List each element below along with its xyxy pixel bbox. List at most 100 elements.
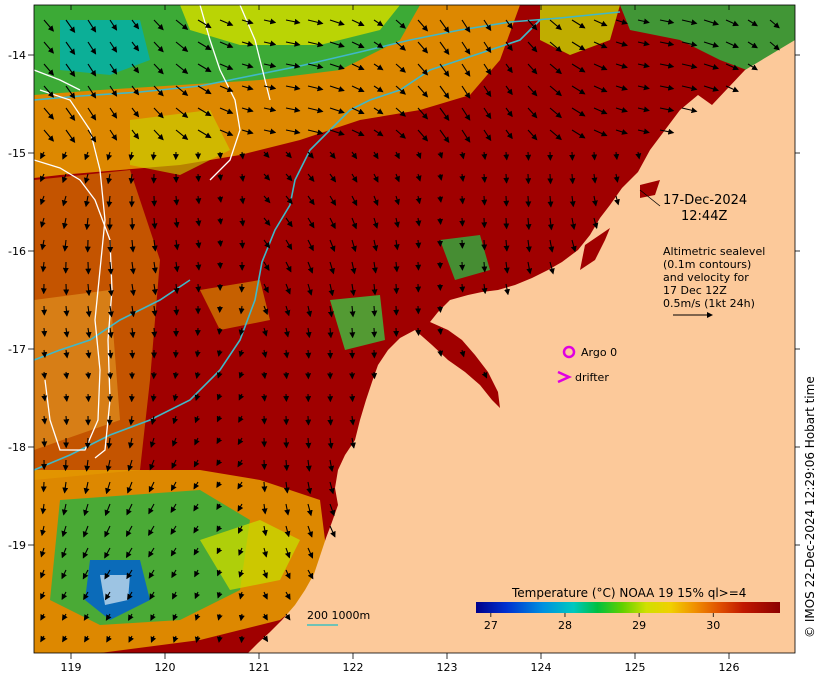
lon-tick-label: 119 xyxy=(61,661,82,674)
velocity-arrow xyxy=(40,503,47,515)
velocity-arrow xyxy=(351,19,365,27)
velocity-arrow xyxy=(175,107,189,118)
velocity-arrow xyxy=(439,63,450,77)
velocity-arrow xyxy=(285,62,301,69)
velocity-arrow xyxy=(285,151,292,159)
velocity-arrow xyxy=(393,283,400,295)
velocity-arrow xyxy=(393,239,400,251)
velocity-arrow xyxy=(131,85,140,96)
velocity-arrow xyxy=(263,261,270,271)
velocity-arrow xyxy=(216,591,223,599)
velocity-arrow xyxy=(237,503,244,512)
velocity-arrow xyxy=(241,84,254,91)
velocity-arrow xyxy=(40,591,46,600)
velocity-arrow xyxy=(170,503,177,514)
velocity-arrow xyxy=(526,261,533,275)
velocity-arrow xyxy=(417,129,429,142)
lat-tick-label: -16 xyxy=(8,245,26,258)
velocity-arrow xyxy=(637,40,650,47)
velocity-arrow xyxy=(306,481,313,495)
velocity-arrow xyxy=(349,437,356,449)
velocity-arrow xyxy=(328,459,335,472)
velocity-arrow xyxy=(216,415,223,423)
velocity-arrow xyxy=(107,371,114,380)
velocity-arrow xyxy=(62,459,69,472)
velocity-arrow xyxy=(481,239,488,251)
velocity-arrow xyxy=(216,525,223,533)
velocity-arrow xyxy=(239,195,246,205)
velocity-arrow xyxy=(131,19,140,30)
velocity-arrow xyxy=(505,41,513,52)
velocity-arrow xyxy=(483,129,492,142)
velocity-arrow xyxy=(171,569,177,579)
velocity-arrow xyxy=(172,371,179,380)
velocity-arrow xyxy=(437,327,444,335)
velocity-arrow xyxy=(527,85,538,97)
velocity-arrow xyxy=(263,239,271,249)
lat-tick-label: -18 xyxy=(8,441,26,454)
velocity-arrow xyxy=(197,63,212,73)
velocity-arrow xyxy=(525,217,532,231)
velocity-arrow xyxy=(481,173,488,183)
velocity-arrow xyxy=(461,41,471,55)
velocity-arrow xyxy=(131,107,140,118)
velocity-arrow xyxy=(703,19,720,26)
velocity-arrow xyxy=(329,195,337,206)
velocity-arrow xyxy=(395,129,406,139)
velocity-arrow xyxy=(82,547,89,559)
velocity-arrow xyxy=(285,173,293,182)
velocity-arrow xyxy=(263,217,271,226)
velocity-arrow xyxy=(40,173,46,183)
velocity-arrow xyxy=(351,239,357,253)
velocity-arrow xyxy=(263,62,277,69)
velocity-arrow xyxy=(659,18,675,25)
velocity-arrow xyxy=(439,129,450,143)
velocity-arrow xyxy=(62,481,69,494)
velocity-arrow xyxy=(237,525,244,534)
velocity-arrow xyxy=(372,195,379,206)
velocity-arrow xyxy=(172,635,179,643)
velocity-arrow xyxy=(459,173,466,182)
velocity-arrow xyxy=(549,129,562,141)
velocity-arrow xyxy=(329,261,335,275)
lon-tick-label: 120 xyxy=(155,661,176,674)
velocity-arrow xyxy=(109,41,118,53)
velocity-arrow xyxy=(417,85,429,98)
velocity-arrow xyxy=(329,19,345,26)
velocity-arrow xyxy=(151,327,158,338)
velocity-arrow xyxy=(547,217,554,231)
velocity-arrow xyxy=(173,217,180,229)
velocity-arrow xyxy=(194,349,201,358)
velocity-arrow xyxy=(747,41,758,49)
credit-label: © IMOS 22-Dec-2024 12:29:06 Hobart time xyxy=(803,376,817,638)
velocity-arrow xyxy=(307,151,314,159)
annotation-line-1: Altimetric sealevel xyxy=(663,245,765,258)
velocity-arrow xyxy=(263,40,277,47)
velocity-arrow xyxy=(415,151,422,160)
velocity-arrow xyxy=(725,85,739,93)
velocity-arrow xyxy=(41,393,48,402)
velocity-arrow xyxy=(63,371,70,380)
velocity-arrow xyxy=(262,327,268,337)
velocity-arrow xyxy=(171,481,177,492)
velocity-arrow xyxy=(614,195,620,206)
velocity-arrow xyxy=(637,18,650,25)
velocity-arrow xyxy=(263,195,271,204)
velocity-arrow xyxy=(394,173,400,183)
velocity-arrow xyxy=(681,107,698,114)
velocity-arrow xyxy=(504,283,510,296)
velocity-arrow xyxy=(109,63,118,75)
velocity-arrow xyxy=(107,261,114,275)
velocity-arrow xyxy=(284,613,291,621)
velocity-arrow xyxy=(703,41,720,48)
velocity-arrow xyxy=(284,525,291,538)
velocity-arrow xyxy=(459,195,466,205)
velocity-arrow xyxy=(126,569,133,580)
velocity-arrow xyxy=(129,305,136,318)
velocity-arrow xyxy=(505,19,513,30)
velocity-arrow xyxy=(63,349,70,359)
velocity-arrow xyxy=(85,283,92,297)
velocity-arrow xyxy=(106,437,113,450)
velocity-arrow xyxy=(109,19,118,31)
velocity-arrow xyxy=(307,129,324,136)
